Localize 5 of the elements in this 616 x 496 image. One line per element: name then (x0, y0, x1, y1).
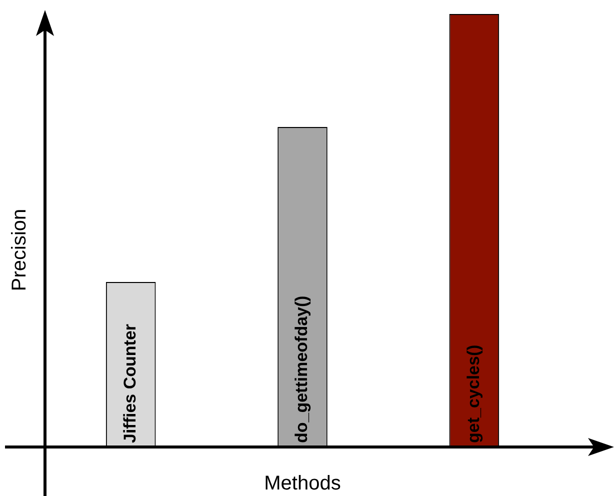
x-tick-label: do_gettimeofday() (292, 296, 312, 443)
y-axis-title: Precision (8, 208, 31, 292)
x-tick-label: get_cycles() (464, 344, 483, 443)
x-axis-title: Methods (264, 472, 341, 495)
x-tick-label: Jiffies Counter (120, 324, 140, 443)
